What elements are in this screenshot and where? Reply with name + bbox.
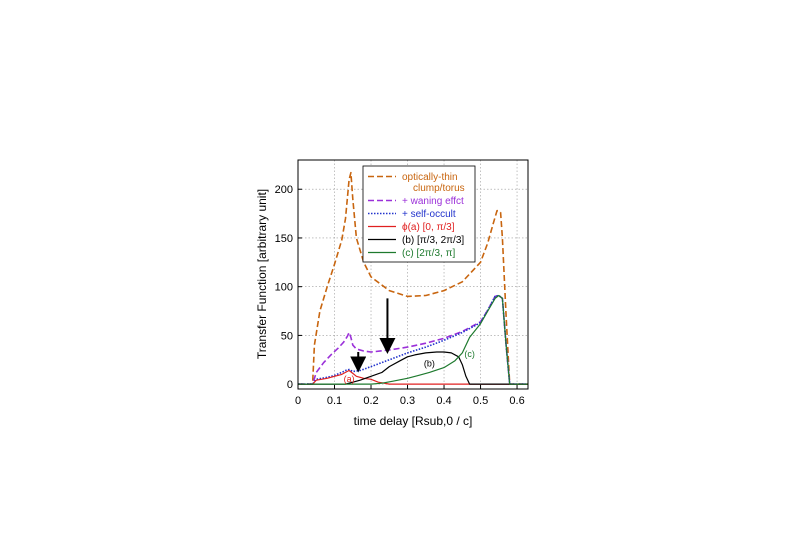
- legend-entry: (c) [2π/3, π]: [402, 248, 455, 259]
- series-line-3: [298, 369, 528, 385]
- y-tick-label: 50: [281, 330, 293, 342]
- plot-frame: [297, 159, 529, 390]
- legend-entry: + waning effct: [402, 196, 464, 207]
- series-line-4: [298, 351, 528, 385]
- y-tick-label: 100: [275, 282, 293, 294]
- curve-annotations: (a) (b) (c): [344, 349, 475, 384]
- x-tick-label: 0.3: [400, 395, 415, 407]
- curve-annotation: (a): [344, 374, 355, 384]
- x-axis-title: time delay [Rsub,0 / c]: [354, 414, 473, 428]
- y-tick-labels: 0 50 100 150 200: [275, 184, 293, 391]
- series-line-5: [298, 294, 528, 385]
- x-tick-label: 0.6: [509, 395, 524, 407]
- x-tick-label: 0.5: [473, 395, 488, 407]
- legend-entry: + self-occult: [402, 209, 456, 220]
- y-tick-label: 150: [275, 233, 293, 245]
- x-tick-label: 0.1: [327, 395, 342, 407]
- x-tick-label: 0: [295, 395, 301, 407]
- series-line-0: [298, 171, 528, 385]
- legend-box: [362, 165, 476, 263]
- legend-entry: optically-thin: [402, 172, 458, 183]
- annotation-arrows: [350, 298, 396, 373]
- legend-entry: clump/torus: [413, 183, 465, 194]
- curve-annotation: (c): [464, 349, 475, 359]
- x-tick-label: 0.2: [363, 395, 378, 407]
- x-tick-label: 0.4: [436, 395, 451, 407]
- x-tick-labels: 0 0.1 0.2 0.3 0.4 0.5 0.6: [295, 395, 525, 407]
- y-tick-label: 200: [275, 184, 293, 196]
- curve-annotation: (b): [424, 359, 435, 369]
- y-axis-title: Transfer Function [arbitrary unit]: [255, 189, 269, 359]
- legend-entry: ϕ(a) [0, π/3]: [402, 222, 455, 233]
- legend-entry: (b) [π/3, 2π/3]: [402, 235, 464, 246]
- y-tick-label: 0: [287, 379, 293, 391]
